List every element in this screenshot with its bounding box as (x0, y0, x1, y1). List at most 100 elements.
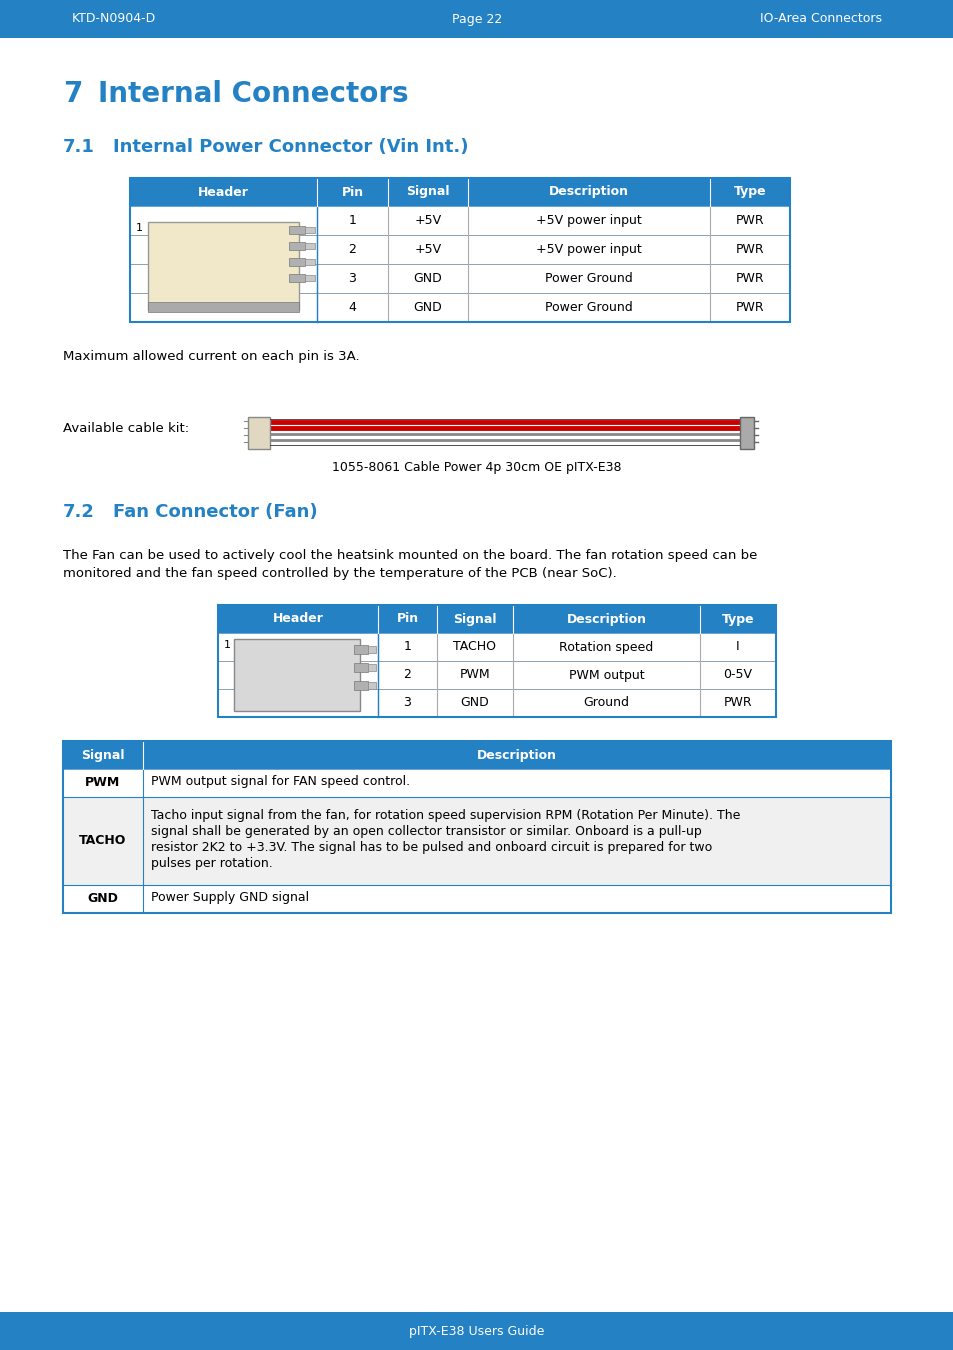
Text: GND: GND (460, 697, 489, 710)
Bar (63, 741, 890, 770)
Text: TACHO: TACHO (453, 640, 496, 653)
Text: 1055-8061 Cable Power 4p 30cm OE pITX-E38: 1055-8061 Cable Power 4p 30cm OE pITX-E3… (332, 460, 621, 474)
Bar (63, 769, 890, 796)
Text: GND: GND (414, 301, 442, 315)
Bar (218, 605, 775, 633)
Bar (305, 259, 314, 265)
Text: monitored and the fan speed controlled by the temperature of the PCB (near SoC).: monitored and the fan speed controlled b… (63, 567, 616, 580)
Text: signal shall be generated by an open collector transistor or similar. Onboard is: signal shall be generated by an open col… (151, 825, 701, 837)
Text: +5V power input: +5V power input (536, 215, 641, 227)
Text: GND: GND (414, 271, 442, 285)
Text: 7.1: 7.1 (63, 138, 94, 157)
Bar (148, 221, 298, 310)
Text: IO-Area Connectors: IO-Area Connectors (760, 12, 882, 26)
Text: The Fan can be used to actively cool the heatsink mounted on the board. The fan : The Fan can be used to actively cool the… (63, 549, 757, 562)
Bar (354, 663, 368, 672)
Bar (305, 227, 314, 234)
Text: PWR: PWR (735, 243, 763, 256)
Text: Type: Type (733, 185, 765, 198)
Bar (354, 645, 368, 653)
Text: resistor 2K2 to +3.3V. The signal has to be pulsed and onboard circuit is prepar: resistor 2K2 to +3.3V. The signal has to… (151, 841, 712, 853)
Bar (368, 647, 375, 653)
Text: +5V power input: +5V power input (536, 243, 641, 256)
Text: Description: Description (548, 185, 628, 198)
Text: Description: Description (476, 748, 557, 761)
Text: Signal: Signal (453, 613, 497, 625)
Text: +5V: +5V (414, 215, 441, 227)
Text: PWR: PWR (735, 271, 763, 285)
Bar (233, 639, 359, 711)
Bar (289, 274, 305, 282)
Text: 4: 4 (348, 301, 356, 315)
Text: Page 22: Page 22 (452, 12, 501, 26)
Bar (15, 30, 938, 38)
Text: PWR: PWR (723, 697, 752, 710)
Text: Pin: Pin (396, 613, 418, 625)
Bar (130, 293, 789, 323)
Bar (0, 0, 953, 38)
Text: 1: 1 (136, 223, 143, 234)
Bar (148, 302, 298, 312)
Text: Signal: Signal (81, 748, 125, 761)
Text: +5V: +5V (414, 243, 441, 256)
Bar (63, 796, 890, 886)
Text: Internal Power Connector (Vin Int.): Internal Power Connector (Vin Int.) (112, 138, 468, 157)
Bar (218, 605, 775, 717)
Bar (130, 235, 789, 265)
Bar (218, 662, 775, 688)
Text: PWM output signal for FAN speed control.: PWM output signal for FAN speed control. (151, 775, 410, 787)
Bar (289, 225, 305, 234)
Bar (248, 417, 270, 450)
Text: 0-5V: 0-5V (722, 668, 752, 682)
Text: PWR: PWR (735, 215, 763, 227)
Bar (130, 265, 789, 293)
Text: PWR: PWR (735, 301, 763, 315)
Text: 3: 3 (403, 697, 411, 710)
Bar (130, 207, 789, 235)
Text: TACHO: TACHO (79, 834, 127, 848)
Text: Ground: Ground (583, 697, 629, 710)
Text: pulses per rotation.: pulses per rotation. (151, 856, 273, 869)
Text: Description: Description (566, 613, 646, 625)
Bar (354, 680, 368, 690)
Text: 7: 7 (63, 80, 82, 108)
Bar (63, 886, 890, 913)
Text: GND: GND (88, 892, 118, 906)
Bar (289, 258, 305, 266)
Bar (0, 1312, 953, 1350)
Text: 1: 1 (348, 215, 356, 227)
Text: Pin: Pin (341, 185, 363, 198)
Text: Rotation speed: Rotation speed (558, 640, 653, 653)
Text: Signal: Signal (406, 185, 449, 198)
Text: Header: Header (198, 185, 249, 198)
Bar (368, 664, 375, 671)
Bar (63, 741, 890, 913)
Text: KTD-N0904-D: KTD-N0904-D (71, 12, 156, 26)
Text: I: I (736, 640, 739, 653)
Text: 2: 2 (403, 668, 411, 682)
Text: Maximum allowed current on each pin is 3A.: Maximum allowed current on each pin is 3… (63, 350, 359, 363)
Text: Fan Connector (Fan): Fan Connector (Fan) (112, 504, 317, 521)
Bar (218, 633, 775, 662)
Bar (740, 417, 753, 450)
Text: pITX-E38 Users Guide: pITX-E38 Users Guide (409, 1324, 544, 1338)
Text: PWM: PWM (85, 776, 120, 790)
Bar (218, 688, 775, 717)
Text: 7.2: 7.2 (63, 504, 94, 521)
Text: 1: 1 (403, 640, 411, 653)
Text: 2: 2 (348, 243, 356, 256)
Bar (305, 243, 314, 248)
Text: PWM output: PWM output (568, 668, 643, 682)
Text: PWM: PWM (459, 668, 490, 682)
Text: 1: 1 (224, 640, 231, 649)
Text: Internal Connectors: Internal Connectors (98, 80, 408, 108)
Text: 3: 3 (348, 271, 356, 285)
Bar (289, 242, 305, 250)
Text: Header: Header (273, 613, 323, 625)
Text: Power Ground: Power Ground (544, 301, 632, 315)
Text: Power Supply GND signal: Power Supply GND signal (151, 891, 309, 903)
Text: Available cable kit:: Available cable kit: (63, 423, 189, 436)
Bar (130, 178, 789, 207)
Bar (15, 1312, 938, 1320)
Text: Power Ground: Power Ground (544, 271, 632, 285)
